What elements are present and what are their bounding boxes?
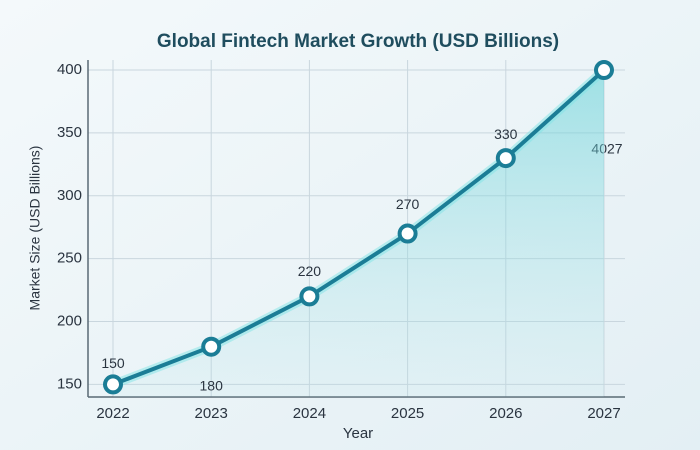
marker	[594, 60, 614, 81]
x-tick-label: 2022	[96, 405, 129, 422]
x-tick-label: 2026	[489, 405, 522, 422]
data-label: 180	[200, 377, 224, 393]
x-tick-label: 2023	[195, 405, 228, 422]
data-label: 150	[101, 355, 125, 371]
data-label: 330	[494, 126, 518, 142]
chart-title: Global Fintech Market Growth (USD Billio…	[157, 31, 559, 52]
y-tick-label: 400	[57, 61, 82, 78]
marker	[201, 336, 222, 357]
data-label: 270	[396, 196, 420, 212]
line	[112, 68, 606, 387]
y-tick-label: 300	[57, 187, 82, 204]
y-tick-label: 350	[57, 124, 82, 141]
x-tick-label: 2025	[391, 405, 424, 422]
x-axis-label: Year	[343, 425, 373, 442]
marker	[299, 286, 320, 307]
marker	[397, 223, 418, 244]
x-tick-label: 2024	[293, 405, 326, 422]
y-tick-label: 150	[57, 375, 82, 392]
data-label: 220	[298, 263, 322, 279]
y-tick-label: 200	[57, 313, 82, 330]
y-axis-label: Market Size (USD Billions)	[27, 146, 43, 311]
x-tick-label: 2027	[587, 405, 620, 422]
y-tick-label: 250	[57, 250, 82, 267]
marker	[103, 374, 123, 395]
marker	[495, 148, 516, 169]
area	[113, 70, 604, 398]
